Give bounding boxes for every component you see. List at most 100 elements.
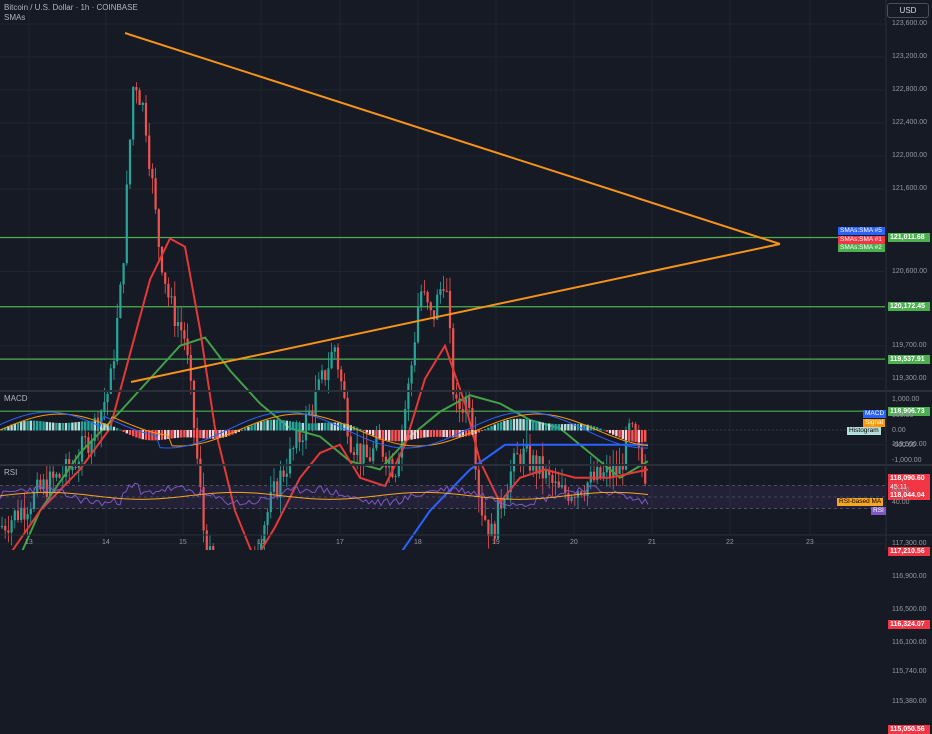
macd-histogram-bar — [570, 423, 573, 431]
price-axis-tick: 123,200.00 — [892, 53, 928, 60]
chart-canvas[interactable] — [0, 0, 932, 550]
candle-body — [455, 394, 458, 399]
candle-body — [509, 471, 512, 493]
price-axis-tick: 122,800.00 — [892, 86, 928, 93]
candle-body — [170, 296, 173, 298]
candle-body — [100, 410, 103, 431]
sma-5-line — [401, 443, 648, 550]
macd-histogram-bar — [45, 421, 48, 431]
macd-histogram-bar — [160, 430, 164, 440]
candle-body — [388, 458, 391, 468]
price-candles — [0, 82, 647, 550]
price-axis-tick: 116,100.00 — [892, 638, 927, 646]
candle-body — [71, 466, 74, 471]
macd-histogram-bar — [455, 430, 458, 438]
macd-histogram-bar — [631, 430, 634, 442]
level-price-tag: 121,011.68 — [888, 233, 930, 243]
macd-histogram-bar — [96, 421, 100, 431]
macd-histogram-bar — [602, 429, 605, 431]
macd-histogram-bar — [477, 430, 480, 433]
macd-histogram-bar — [244, 428, 247, 431]
macd-histogram-bar — [637, 430, 640, 443]
macd-title: MACD — [4, 394, 28, 403]
macd-histogram-bar — [148, 430, 151, 441]
candle-body — [42, 479, 45, 490]
candle-body — [624, 430, 628, 470]
macd-histogram-bar — [464, 430, 468, 437]
currency-button[interactable]: USD — [887, 3, 929, 18]
sma-tag: SMAs:SMA #1 — [838, 235, 885, 244]
candle-body — [496, 498, 500, 539]
macd-histogram-bar — [173, 430, 176, 439]
macd-histogram-bar — [327, 422, 330, 431]
macd-histogram-bar — [10, 424, 13, 431]
price-axis-tick: 115,380.00 — [892, 698, 927, 706]
candle-body — [407, 383, 410, 409]
level-price-tag: 119,537.91 — [888, 354, 930, 364]
macd-histogram-bar — [333, 422, 336, 431]
candle-body — [45, 479, 48, 497]
macd-histogram-bar — [61, 423, 64, 431]
candle-body — [324, 370, 327, 381]
macd-histogram-bar — [186, 430, 189, 438]
macd-histogram-bar — [432, 430, 436, 437]
candle-body — [23, 507, 26, 520]
candle-body — [141, 102, 144, 105]
candle-body — [522, 448, 525, 465]
macd-histogram-bar — [576, 423, 580, 431]
sma-indicator-label[interactable]: SMAs — [4, 13, 26, 22]
macd-histogram-bar — [272, 419, 276, 431]
macd-histogram-bar — [615, 430, 618, 437]
candle-body — [512, 453, 516, 472]
chart-grid — [0, 0, 885, 545]
candle-body — [551, 475, 554, 484]
macd-histogram-bar — [208, 430, 212, 439]
candle-body — [167, 283, 170, 298]
rsi-band — [0, 485, 885, 509]
candle-body — [349, 436, 352, 453]
macd-tag: MACD — [863, 410, 887, 418]
macd-histogram-bar — [423, 430, 426, 438]
time-axis-tick: 17 — [336, 539, 344, 546]
macd-histogram-bar — [282, 420, 285, 431]
macd-histogram-bar — [202, 430, 205, 439]
macd-histogram-bar — [375, 430, 378, 438]
price-axis-tick: 120,600.00 — [892, 267, 928, 275]
time-axis-tick: 13 — [25, 539, 33, 546]
macd-histogram-bar — [480, 430, 484, 432]
candle-body — [202, 487, 205, 531]
macd-histogram-bar — [359, 429, 362, 431]
macd-histogram-bar — [26, 420, 29, 431]
candle-body — [528, 445, 532, 471]
candle-body — [592, 471, 596, 481]
candle-body — [205, 530, 208, 550]
candle-body — [58, 474, 61, 478]
candle-body — [157, 209, 160, 247]
price-axis-tick: 116,500.00 — [892, 605, 927, 613]
macd-histogram-bar — [410, 430, 413, 440]
macd-histogram-bar — [644, 430, 647, 442]
candle-body — [608, 466, 612, 478]
macd-histogram-bar — [263, 420, 266, 431]
macd-histogram-bar — [628, 430, 631, 441]
candle-body — [599, 467, 602, 479]
candle-body — [628, 423, 631, 431]
macd-histogram-bar — [32, 420, 36, 431]
macd-histogram-bar — [596, 427, 599, 431]
macd-histogram-bar — [109, 425, 112, 431]
macd-histogram-bar — [394, 430, 397, 442]
macd-histogram-bar — [452, 430, 455, 438]
macd-histogram-bar — [304, 423, 308, 431]
macd-histogram-bar — [196, 430, 199, 438]
rsi-tag: RSI-based MA — [837, 498, 884, 506]
macd-histogram-bar — [381, 430, 384, 440]
candle-body — [138, 90, 141, 105]
candle-body — [570, 496, 573, 501]
macd-histogram-bar — [496, 423, 500, 431]
level-price-tag: 120,172.45 — [888, 302, 930, 312]
macd-histogram-bar — [7, 426, 10, 431]
candle-body — [7, 530, 10, 533]
candle-body — [541, 456, 544, 479]
macd-histogram-bar — [157, 430, 160, 441]
candle-body — [292, 448, 295, 450]
